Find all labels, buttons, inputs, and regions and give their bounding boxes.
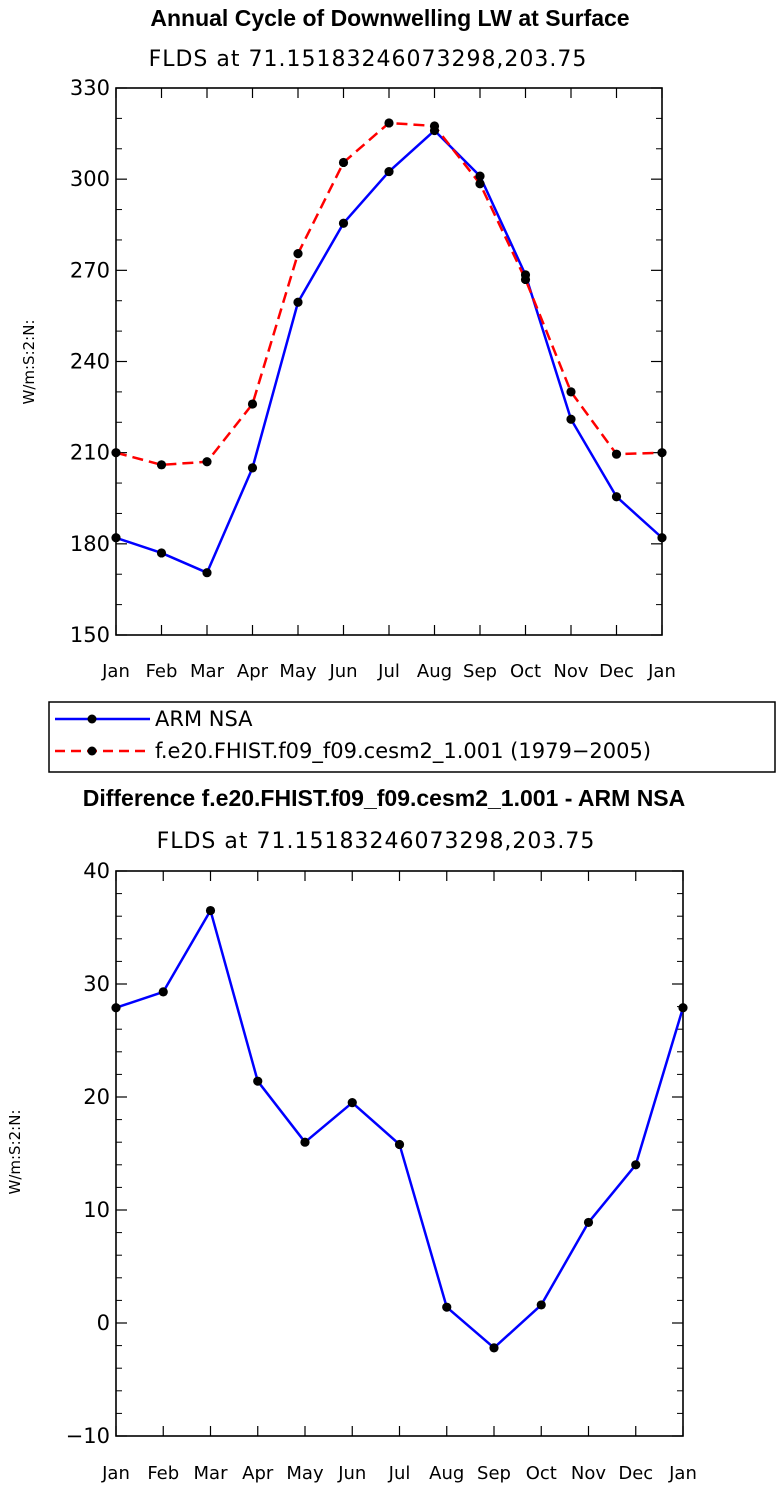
series-0-point: [111, 533, 121, 543]
series-0-point: [442, 1302, 452, 1312]
y-tick-label: 40: [83, 859, 110, 883]
y-tick-label: 240: [70, 350, 110, 374]
y-tick-label: 150: [70, 623, 110, 647]
x-tick-label: Jan: [101, 1463, 130, 1484]
chart-top-ylabel: W/m:S:2:N:: [20, 320, 38, 405]
x-tick-label: Jun: [328, 661, 357, 682]
chart-bottom-axes: Jan Feb Mar Apr May Jun Jul Aug Sep Oct Nov Dec Jan −…: [66, 859, 697, 1484]
x-tick-label: Mar: [194, 1463, 229, 1484]
y-tick-label: 210: [70, 441, 110, 465]
x-tick-label: Oct: [510, 661, 541, 682]
series-0-point: [202, 568, 212, 578]
x-tick-label: Jan: [101, 661, 130, 682]
chart-legend: ARM NSA f.e20.FHIST.f09_f09.cesm2_1.001 …: [48, 701, 776, 773]
series-line-0: [115, 909, 685, 1350]
chart-bottom-subtitle: FLDS at 71.15183246073298,203.75: [157, 829, 596, 854]
x-tick-label: Oct: [526, 1463, 557, 1484]
x-tick-label: Dec: [618, 1463, 653, 1484]
series-0-point: [475, 171, 485, 181]
x-tick-label: Nov: [571, 1463, 606, 1484]
x-tick-label: Feb: [146, 661, 178, 682]
x-tick-label: Nov: [553, 661, 588, 682]
plot-frame: [115, 870, 684, 1437]
series-0-point: [631, 1160, 641, 1170]
series-1-point: [384, 118, 394, 128]
series-1-point: [520, 274, 531, 285]
x-tick-label: May: [286, 1463, 324, 1484]
legend-label-cesm2: f.e20.FHIST.f09_f09.cesm2_1.001 (1979−20…: [155, 739, 651, 764]
x-tick-label: Aug: [417, 661, 452, 682]
x-tick-label: Jun: [337, 1463, 366, 1484]
chart-bottom-series: [111, 905, 688, 1353]
series-0-point: [247, 463, 258, 473]
series-1-point: [293, 249, 303, 259]
x-tick-label: Apr: [242, 1463, 274, 1484]
y-tick-label: 300: [70, 167, 110, 191]
series-1-point: [202, 457, 212, 467]
series-1-point: [156, 460, 167, 470]
chart-bottom: Difference f.e20.FHIST.f09_f09.cesm2_1.0…: [6, 785, 697, 1484]
series-1-point: [657, 448, 667, 458]
x-tick-label: May: [279, 661, 317, 682]
series-0-point: [657, 533, 667, 543]
series-0-point: [253, 1076, 263, 1086]
series-1-point: [475, 179, 485, 189]
y-tick-label: 0: [97, 1311, 110, 1335]
chart-top-title: Annual Cycle of Downwelling LW at Surfac…: [150, 5, 629, 31]
y-tick-label: 270: [70, 258, 110, 282]
series-0-point: [611, 492, 622, 502]
series-0-point: [156, 548, 167, 558]
chart-top-series: [111, 118, 667, 578]
y-tick-label: 180: [70, 532, 110, 556]
x-tick-label: Sep: [463, 661, 497, 682]
x-tick-label: Apr: [237, 661, 269, 682]
x-tick-label: Jul: [388, 1463, 411, 1484]
x-tick-label: Jul: [377, 661, 400, 682]
series-0-point: [536, 1300, 546, 1310]
chart-top-axes: Jan Feb Mar Apr May Jun Jul Aug Sep Oct Nov Dec Jan 1…: [70, 76, 676, 682]
x-tick-label: Aug: [429, 1463, 464, 1484]
series-1-point: [338, 157, 349, 168]
series-0-point: [293, 297, 303, 307]
series-0-point: [566, 414, 576, 424]
x-tick-label: Feb: [147, 1463, 179, 1484]
legend-marker-arm-nsa: [87, 714, 97, 724]
series-0-point: [338, 218, 349, 228]
chart-top: Annual Cycle of Downwelling LW at Surfac…: [20, 5, 676, 682]
chart-bottom-title: Difference f.e20.FHIST.f09_f09.cesm2_1.0…: [83, 785, 686, 811]
series-0-point: [583, 1217, 594, 1228]
series-1-point: [566, 387, 576, 397]
x-tick-label: Dec: [599, 661, 634, 682]
legend-box: [48, 701, 776, 773]
x-tick-label: Mar: [190, 661, 225, 682]
series-line-0: [115, 129, 663, 574]
series-0-point: [347, 1098, 357, 1108]
y-tick-label: −10: [66, 1424, 110, 1448]
series-1-point: [611, 449, 622, 459]
x-tick-label: Jan: [647, 661, 676, 682]
series-0-point: [394, 1139, 405, 1150]
series-1-point: [429, 121, 440, 131]
series-1-point: [111, 448, 121, 458]
x-tick-label: Sep: [477, 1463, 511, 1484]
series-0-point: [678, 1003, 688, 1013]
y-tick-label: 30: [83, 972, 110, 996]
series-0-point: [300, 1137, 310, 1147]
y-tick-label: 10: [83, 1198, 110, 1222]
series-0-point: [111, 1003, 121, 1013]
legend-label-arm-nsa: ARM NSA: [155, 707, 253, 731]
chart-bottom-ylabel: W/m:S:2:N:: [6, 1110, 24, 1195]
series-0-point: [205, 905, 216, 916]
y-tick-label: 330: [70, 76, 110, 100]
x-tick-label: Jan: [668, 1463, 697, 1484]
series-0-point: [489, 1343, 499, 1353]
series-0-point: [158, 987, 168, 997]
series-1-point: [247, 399, 258, 409]
chart-top-subtitle: FLDS at 71.15183246073298,203.75: [149, 47, 588, 72]
legend-marker-cesm2: [87, 746, 97, 756]
series-0-point: [384, 166, 394, 177]
y-tick-label: 20: [83, 1085, 110, 1109]
